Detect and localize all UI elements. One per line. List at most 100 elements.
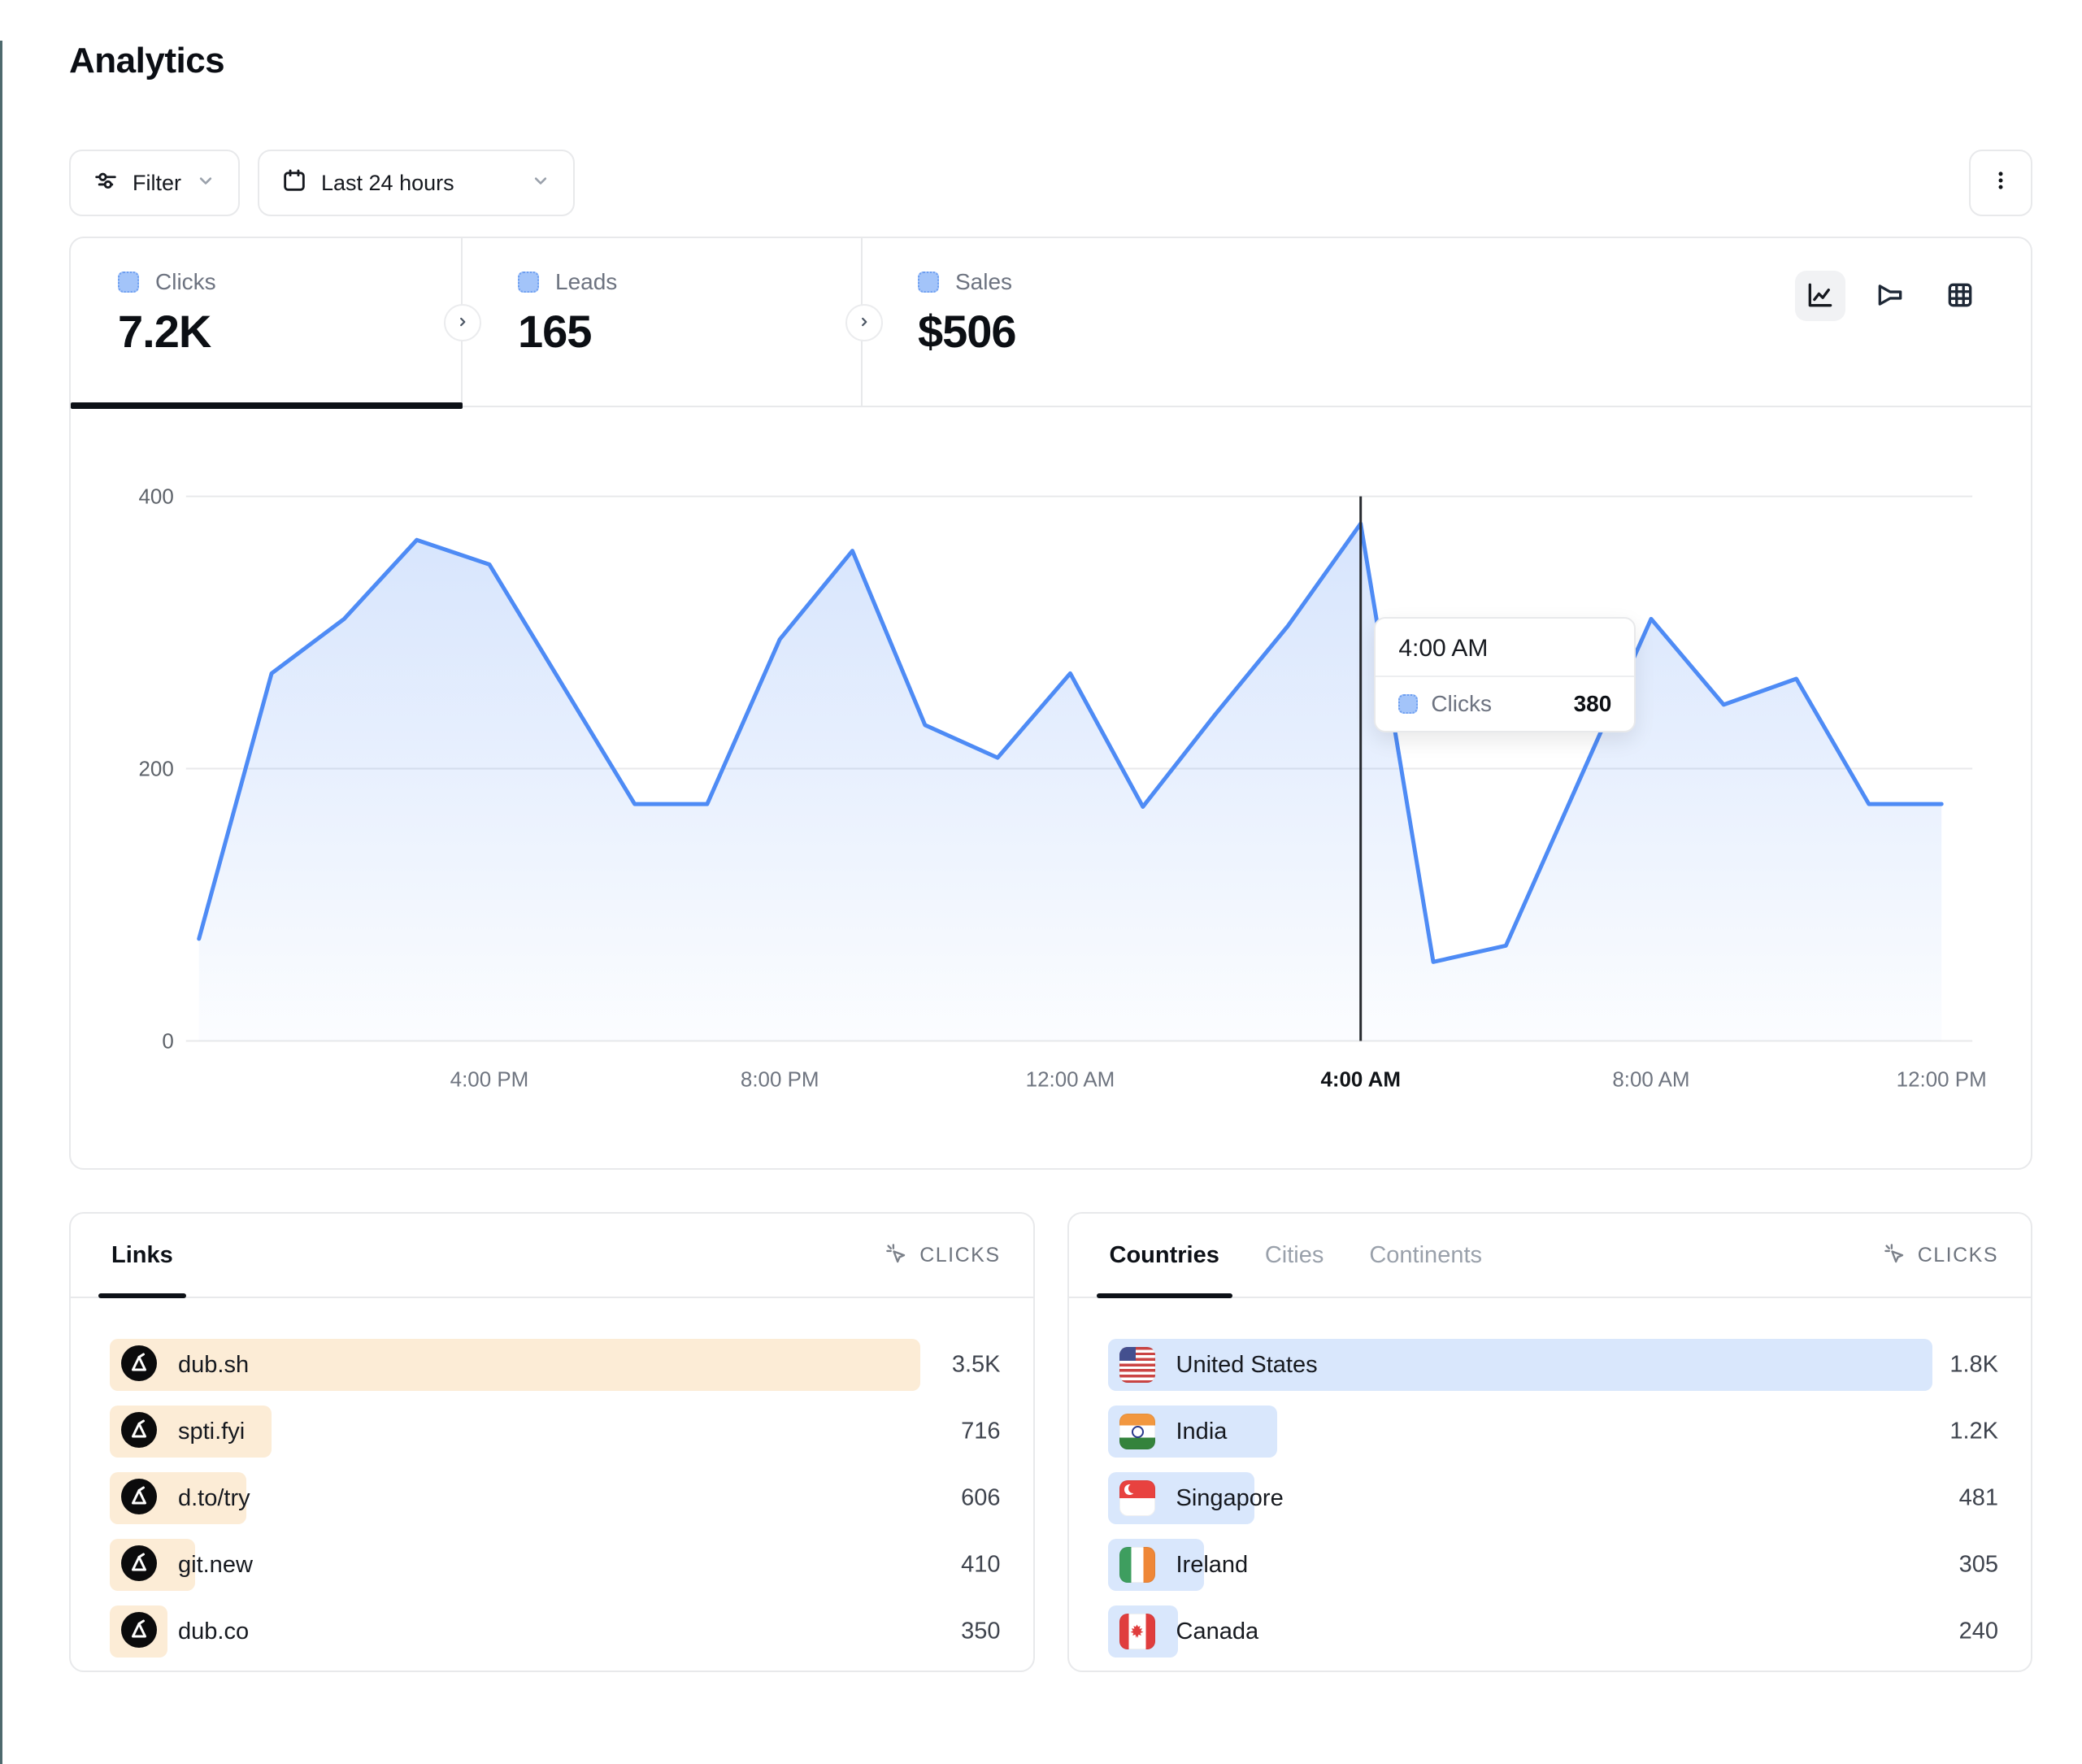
link-row[interactable]: dub.sh 3.5K	[110, 1339, 1001, 1391]
date-range-button[interactable]: Last 24 hours	[258, 150, 575, 216]
chevron-down-icon	[529, 169, 552, 198]
stat-label: Sales	[955, 269, 1013, 294]
tooltip-time: 4:00 AM	[1376, 619, 1635, 677]
line-chart-view-button[interactable]	[1795, 271, 1845, 321]
sales-series-marker	[918, 272, 939, 293]
metric-label: CLICKS	[919, 1243, 1001, 1267]
countries-list: United States 1.8K India 1.2K Singapore …	[1069, 1298, 2032, 1658]
svg-text:400: 400	[139, 486, 174, 509]
row-bar	[110, 1339, 920, 1391]
countries-panel: Countries Cities Continents CLICKS Unite…	[1067, 1212, 2032, 1672]
row-value: 606	[961, 1484, 1001, 1511]
row-label: United States	[1176, 1351, 1318, 1378]
tab-sales[interactable]: Sales $506	[863, 238, 1263, 406]
row-label: Canada	[1176, 1618, 1259, 1645]
countries-metric-selector[interactable]: CLICKS	[1882, 1214, 1998, 1297]
table-view-icon	[1945, 280, 1976, 313]
sales-value: $506	[918, 306, 1017, 357]
svg-text:200: 200	[139, 758, 174, 781]
svg-text:4:00 AM: 4:00 AM	[1320, 1068, 1401, 1091]
dub-logo-icon	[121, 1545, 157, 1585]
line-chart-icon	[1805, 280, 1836, 313]
filter-button-label: Filter	[133, 170, 181, 195]
row-label: dub.sh	[178, 1351, 250, 1378]
clicks-chart[interactable]: 400 200 0 4:00 PM 8:00 PM 12:00 AM 4:00 AM 8:00…	[71, 407, 2031, 1168]
svg-text:12:00 PM: 12:00 PM	[1897, 1068, 1987, 1091]
clicks-value: 7.2K	[118, 306, 211, 357]
country-row[interactable]: Canada 240	[1107, 1605, 1998, 1658]
chevron-right-icon	[855, 313, 873, 333]
svg-text:12:00 AM: 12:00 AM	[1026, 1068, 1115, 1091]
svg-text:4:00 PM: 4:00 PM	[450, 1068, 529, 1091]
row-label: dub.co	[178, 1618, 250, 1645]
row-value: 1.8K	[1949, 1351, 1998, 1378]
chevron-down-icon	[194, 169, 217, 198]
expand-clicks-button[interactable]	[444, 304, 481, 341]
country-row[interactable]: Ireland 305	[1107, 1539, 1998, 1591]
area-chart-svg: 400 200 0 4:00 PM 8:00 PM 12:00 AM 4:00 AM 8:00…	[139, 486, 1987, 1092]
flag-ca-icon	[1119, 1614, 1155, 1649]
chart-tooltip: 4:00 AM Clicks 380	[1374, 617, 1636, 732]
row-value: 1.2K	[1949, 1418, 1998, 1445]
flag-in-icon	[1119, 1414, 1155, 1449]
expand-leads-button[interactable]	[845, 304, 883, 341]
active-tab-indicator	[71, 402, 463, 409]
links-panel-header: Links CLICKS	[71, 1214, 1033, 1298]
row-bar	[1107, 1339, 1932, 1391]
more-menu-button[interactable]	[1969, 150, 2032, 216]
row-label: Singapore	[1176, 1484, 1284, 1511]
tab-clicks[interactable]: Clicks 7.2K	[71, 238, 463, 406]
stats-header: Clicks 7.2K Leads 165 Sales $506	[71, 238, 2031, 409]
row-value: 3.5K	[951, 1351, 1001, 1378]
dub-logo-icon	[121, 1611, 157, 1652]
tab-links[interactable]: Links	[98, 1214, 186, 1298]
svg-text:0: 0	[162, 1030, 173, 1053]
row-value: 481	[1958, 1484, 1998, 1511]
link-row[interactable]: git.new 410	[110, 1539, 1001, 1591]
link-row[interactable]: d.to/try 606	[110, 1472, 1001, 1524]
countries-panel-header: Countries Cities Continents CLICKS	[1068, 1214, 2031, 1298]
chart-view-switcher	[1795, 271, 1985, 321]
kebab-menu-icon	[1989, 168, 2013, 198]
flag-ie-icon	[1119, 1547, 1155, 1583]
country-row[interactable]: United States 1.8K	[1107, 1339, 1998, 1391]
analytics-page: Analytics Filter Last 24 hours	[69, 41, 2032, 1672]
row-value: 240	[1958, 1618, 1998, 1645]
filter-button[interactable]: Filter	[69, 150, 240, 216]
country-row[interactable]: India 1.2K	[1107, 1406, 1998, 1458]
tab-leads[interactable]: Leads 165	[463, 238, 863, 406]
tooltip-series-label: Clicks	[1431, 691, 1492, 716]
window-edge	[0, 41, 2, 1764]
row-value: 716	[961, 1418, 1001, 1445]
tooltip-series-marker	[1398, 694, 1419, 714]
clicks-series-marker	[118, 272, 139, 293]
metric-label: CLICKS	[1917, 1243, 1998, 1267]
header-spacer	[1263, 238, 1795, 406]
svg-text:8:00 PM: 8:00 PM	[741, 1068, 819, 1091]
filter-icon	[92, 167, 120, 200]
tab-countries[interactable]: Countries	[1096, 1214, 1233, 1298]
row-value: 410	[961, 1551, 1001, 1578]
cursor-click-icon	[884, 1241, 908, 1270]
toolbar: Filter Last 24 hours	[69, 150, 2032, 216]
tab-continents[interactable]: Continents	[1369, 1241, 1483, 1268]
analytics-card: Clicks 7.2K Leads 165 Sales $506	[69, 237, 2032, 1170]
flag-sg-icon	[1119, 1480, 1155, 1516]
links-list: dub.sh 3.5K spti.fyi 716 d.to/try 606 gi…	[71, 1298, 1033, 1658]
table-view-button[interactable]	[1935, 271, 1985, 321]
tab-cities[interactable]: Cities	[1264, 1241, 1324, 1268]
flag-us-icon	[1119, 1347, 1155, 1383]
links-metric-selector[interactable]: CLICKS	[884, 1214, 1000, 1297]
link-row[interactable]: spti.fyi 716	[110, 1406, 1001, 1458]
breakdown-panels: Links CLICKS dub.sh 3.5K	[69, 1212, 2032, 1672]
tooltip-series-value: 380	[1573, 691, 1612, 716]
link-row[interactable]: dub.co 350	[110, 1605, 1001, 1658]
country-row[interactable]: Singapore 481	[1107, 1472, 1998, 1524]
leads-value: 165	[518, 306, 592, 357]
dub-logo-icon	[121, 1478, 157, 1519]
stat-label: Clicks	[155, 269, 216, 294]
funnel-chart-view-button[interactable]	[1865, 271, 1915, 321]
row-value: 305	[1958, 1551, 1998, 1578]
dub-logo-icon	[121, 1411, 157, 1452]
stat-label: Leads	[555, 269, 618, 294]
